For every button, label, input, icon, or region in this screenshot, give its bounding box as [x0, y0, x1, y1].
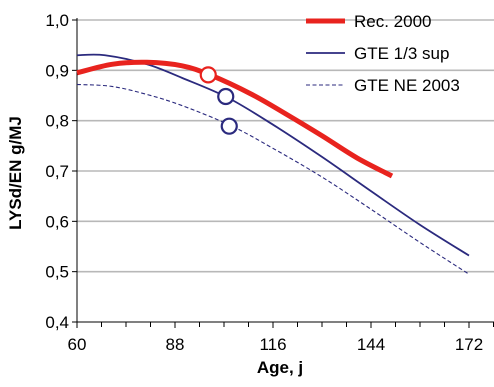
y-tick-label: 0,7 — [45, 162, 69, 181]
y-tick-label: 0,9 — [45, 61, 69, 80]
series-marker-2 — [217, 87, 235, 106]
x-tick-label: 144 — [357, 335, 385, 354]
series-line-1 — [76, 59, 394, 179]
y-tick-label: 0,5 — [45, 263, 69, 282]
y-tick-label: 1,0 — [45, 11, 69, 30]
axis-ticks: 0,4 0,5 0,6 0,7 0,8 0,9 1,0 60 88 116 144 172 — [45, 11, 494, 354]
series-line-3 — [76, 83, 470, 275]
x-tick-label: 116 — [259, 335, 286, 354]
series-markers — [199, 66, 238, 135]
legend-label-1: Rec. 2000 — [354, 12, 432, 31]
x-axis-title: Age, j — [257, 358, 303, 377]
y-tick-label: 0,6 — [45, 212, 69, 231]
series-marker-3 — [220, 117, 238, 135]
x-tick-label: 60 — [68, 335, 87, 354]
y-tick-label: 0,4 — [45, 313, 69, 332]
series-line-2 — [76, 53, 470, 257]
series-lines — [76, 53, 470, 275]
y-tick-label: 0,8 — [45, 112, 69, 131]
legend-label-3: GTE NE 2003 — [354, 76, 460, 95]
x-tick-label: 88 — [166, 335, 185, 354]
gridlines — [77, 19, 494, 273]
series-marker-1 — [199, 66, 217, 84]
y-axis-title: LYSd/EN g/MJ — [6, 116, 25, 230]
legend-label-2: GTE 1/3 sup — [354, 44, 449, 63]
x-tick-label: 172 — [455, 335, 483, 354]
legend: Rec. 2000 GTE 1/3 sup GTE NE 2003 — [306, 12, 460, 95]
